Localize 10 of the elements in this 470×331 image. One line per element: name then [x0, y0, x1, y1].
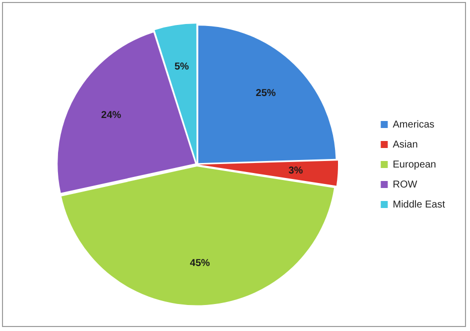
data-label: 25% — [256, 88, 276, 100]
legend-label: Asian — [392, 139, 418, 150]
legend-label: ROW — [392, 179, 418, 190]
legend-label: Middle East — [392, 199, 446, 210]
data-label: 45% — [190, 258, 210, 270]
data-label: 24% — [101, 110, 122, 121]
legend-label: European — [392, 159, 436, 170]
legend-label: Americas — [392, 119, 434, 130]
data-label: 5% — [174, 61, 190, 72]
data-label: 3% — [288, 165, 304, 176]
